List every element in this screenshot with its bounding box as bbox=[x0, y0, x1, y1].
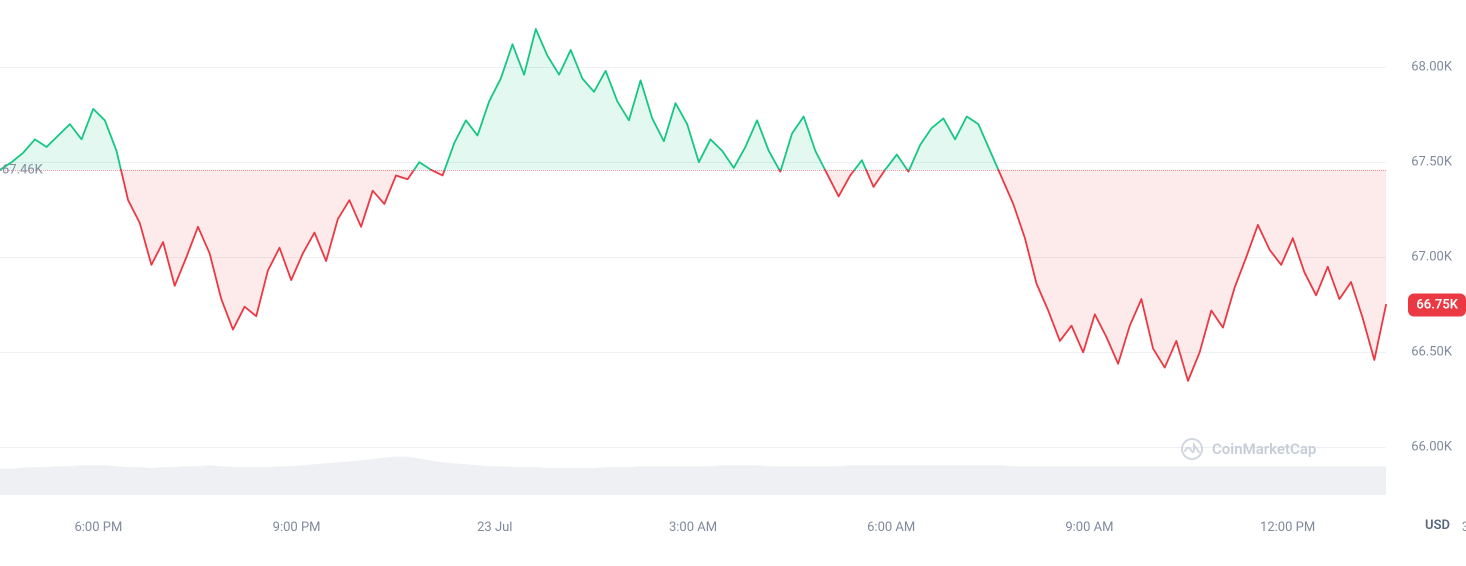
watermark: CoinMarketCap bbox=[1180, 437, 1316, 461]
x-axis-tick-label: 9:00 PM bbox=[273, 520, 321, 535]
x-axis-tick-label: 23 Jul bbox=[477, 520, 512, 535]
y-axis-tick-label: 67.00K bbox=[1411, 250, 1452, 265]
x-axis-tick-label: 9:00 AM bbox=[1065, 520, 1113, 535]
watermark-text: CoinMarketCap bbox=[1212, 440, 1316, 458]
price-chart[interactable]: 66.00K 66.50K 67.00K 67.50K 68.00K 67.46K 66… bbox=[0, 0, 1466, 566]
chart-plot-svg bbox=[0, 0, 1466, 566]
y-axis-tick-label: 66.00K bbox=[1411, 440, 1452, 455]
x-axis-tick-label: 6:00 PM bbox=[74, 520, 122, 535]
open-price-label: 67.46K bbox=[2, 162, 43, 177]
y-axis-tick-label: 67.50K bbox=[1411, 155, 1452, 170]
volume-area bbox=[0, 457, 1386, 495]
x-axis-tick-label: 12:00 PM bbox=[1260, 520, 1315, 535]
x-axis-tick-label: 3:00 PM bbox=[1462, 520, 1466, 535]
y-axis-tick-label: 68.00K bbox=[1411, 60, 1452, 75]
currency-label: USD bbox=[1425, 518, 1450, 533]
x-axis-tick-label: 6:00 AM bbox=[867, 520, 915, 535]
y-axis-tick-label: 66.50K bbox=[1411, 345, 1452, 360]
x-axis-tick-label: 3:00 AM bbox=[669, 520, 717, 535]
coinmarketcap-icon bbox=[1180, 437, 1204, 461]
current-price-badge: 66.75K bbox=[1408, 293, 1466, 316]
